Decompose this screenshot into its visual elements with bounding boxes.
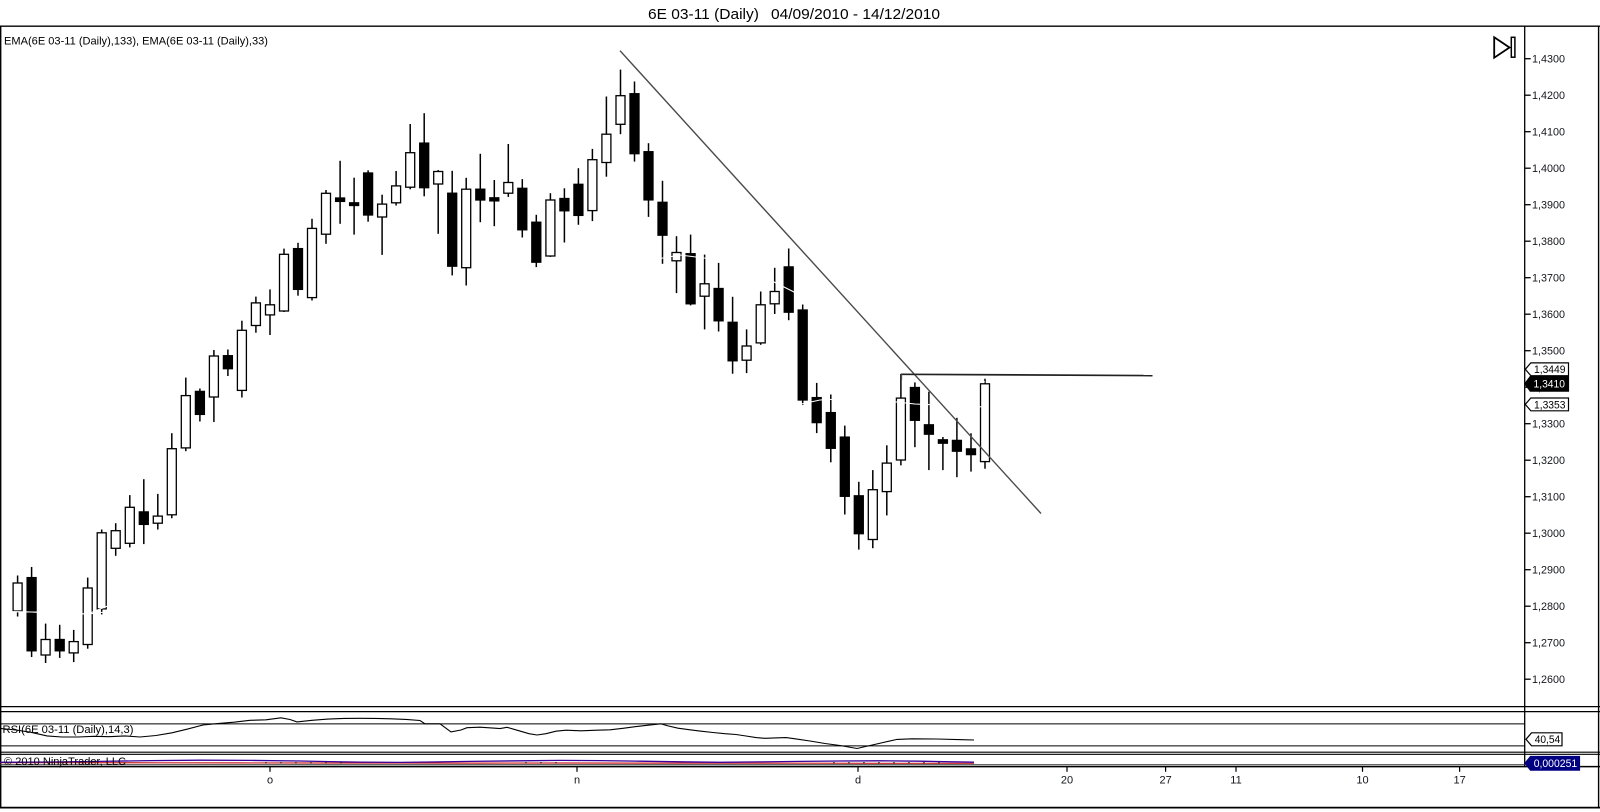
svg-text:1,4100: 1,4100 bbox=[1532, 127, 1565, 139]
svg-text:0,000251: 0,000251 bbox=[1534, 758, 1578, 770]
svg-text:1,3300: 1,3300 bbox=[1532, 419, 1565, 431]
svg-text:1,3700: 1,3700 bbox=[1532, 273, 1565, 285]
svg-text:1,4000: 1,4000 bbox=[1532, 163, 1565, 175]
svg-text:1,3353: 1,3353 bbox=[1534, 399, 1566, 411]
svg-text:1,4200: 1,4200 bbox=[1532, 90, 1565, 102]
svg-text:o: o bbox=[267, 774, 273, 786]
svg-text:1,2900: 1,2900 bbox=[1532, 565, 1565, 577]
svg-text:1,2700: 1,2700 bbox=[1532, 638, 1565, 650]
svg-text:1,3000: 1,3000 bbox=[1532, 528, 1565, 540]
svg-text:1,3500: 1,3500 bbox=[1532, 346, 1565, 358]
svg-text:20: 20 bbox=[1061, 774, 1073, 786]
svg-text:1,3200: 1,3200 bbox=[1532, 455, 1565, 467]
svg-text:6E 03-11 (Daily) 04/09/2010 -: 6E 03-11 (Daily) 04/09/2010 - 14/12/2010 bbox=[648, 6, 940, 23]
svg-text:11: 11 bbox=[1230, 774, 1241, 786]
svg-text:1,2800: 1,2800 bbox=[1532, 601, 1565, 613]
svg-text:d: d bbox=[855, 774, 861, 786]
svg-text:1,3410: 1,3410 bbox=[1534, 379, 1566, 391]
svg-text:1,3449: 1,3449 bbox=[1534, 364, 1566, 376]
svg-text:1,4300: 1,4300 bbox=[1532, 54, 1565, 66]
svg-text:EMA(6E 03-11 (Daily),133), EMA: EMA(6E 03-11 (Daily),133), EMA(6E 03-11 … bbox=[4, 35, 268, 47]
svg-text:1,3600: 1,3600 bbox=[1532, 309, 1565, 321]
svg-text:RSI(6E 03-11 (Daily),14,3): RSI(6E 03-11 (Daily),14,3) bbox=[3, 724, 134, 736]
svg-text:1,3900: 1,3900 bbox=[1532, 200, 1565, 212]
svg-text:n: n bbox=[574, 774, 580, 786]
svg-text:40,54: 40,54 bbox=[1535, 734, 1561, 746]
svg-text:© 2010 NinjaTrader, LLC: © 2010 NinjaTrader, LLC bbox=[4, 756, 126, 768]
svg-text:1,3800: 1,3800 bbox=[1532, 236, 1565, 248]
svg-text:1,2600: 1,2600 bbox=[1532, 674, 1565, 686]
svg-text:10: 10 bbox=[1356, 774, 1368, 786]
svg-text:1,3100: 1,3100 bbox=[1532, 492, 1565, 504]
svg-text:17: 17 bbox=[1453, 774, 1465, 786]
svg-text:27: 27 bbox=[1159, 774, 1171, 786]
